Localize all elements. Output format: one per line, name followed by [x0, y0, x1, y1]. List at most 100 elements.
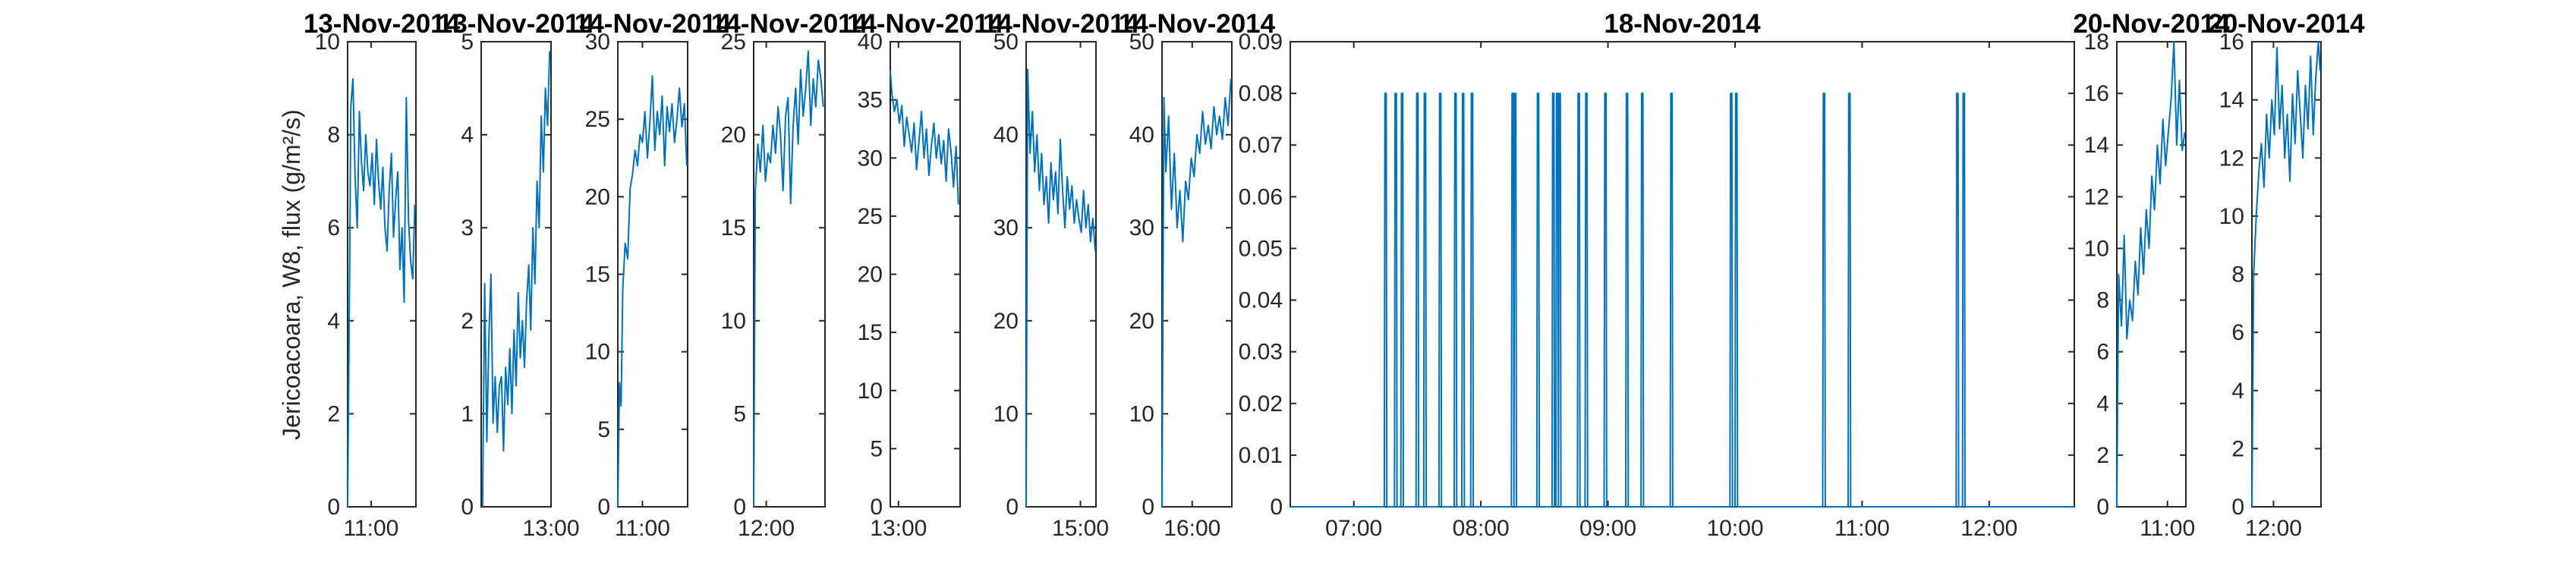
panel-9-y-tick-label: 6	[2096, 340, 2109, 365]
panel-2-y-tick-label: 3	[461, 215, 474, 240]
panel-1-y-tick-label: 2	[327, 401, 340, 426]
panel-2-flux-series	[481, 51, 551, 508]
panel-10-y-tick-label: 14	[2219, 88, 2244, 113]
panel-9-y-tick-label: 18	[2084, 30, 2109, 55]
panel-3-x-tick-label: 11:00	[615, 516, 670, 541]
panel-1-flux-series	[347, 78, 416, 508]
panel-5-y-tick-label: 15	[858, 320, 883, 345]
panel-8-y-tick-label: 0	[1270, 495, 1283, 520]
panel-3-y-tick-label: 0	[597, 495, 610, 520]
panel-10-y-tick-label: 6	[2231, 320, 2244, 345]
panel-1-title: 13-Nov-2014	[304, 9, 461, 39]
panel-4-y-tick-label: 0	[733, 495, 746, 520]
panel-7-y-tick-label: 30	[1129, 215, 1154, 240]
panel-4-y-tick-label: 20	[721, 123, 746, 148]
panel-5-y-tick-label: 35	[858, 88, 883, 113]
panel-2-y-tick-label: 2	[461, 309, 474, 334]
panel-1-y-tick-label: 10	[315, 30, 340, 55]
panel-2-y-tick-label: 1	[461, 401, 474, 426]
panel-4-flux-series	[753, 50, 824, 508]
panel-5-flux-series	[890, 71, 959, 205]
panel-6-axes-box	[1025, 41, 1097, 508]
panel-10-y-tick-label: 8	[2231, 262, 2244, 288]
panel-1-y-tick-label: 6	[327, 215, 340, 240]
panel-8-x-tick-label: 08:00	[1453, 516, 1510, 541]
panel-7-y-tick-label: 40	[1129, 123, 1154, 148]
panel-9-y-tick-label: 2	[2096, 443, 2109, 468]
panel-1-y-tick-label: 8	[327, 123, 340, 148]
panel-9-y-tick-label: 10	[2084, 236, 2109, 261]
panel-9-flux-series	[2116, 41, 2186, 508]
panel-1-x-tick-label: 11:00	[344, 516, 399, 541]
panel-6-y-tick-label: 0	[1006, 495, 1019, 520]
panel-9-title: 20-Nov-2014	[2073, 9, 2230, 39]
panel-8-x-tick-label: 10:00	[1706, 516, 1763, 541]
panel-9-y-tick-label: 16	[2084, 81, 2109, 106]
panel-10-flux-series	[2251, 41, 2321, 508]
panel-8-x-tick-label: 09:00	[1579, 516, 1636, 541]
panel-6-y-tick-label: 20	[994, 309, 1019, 334]
panel-3-y-tick-label: 10	[585, 340, 610, 365]
panel-6-title: 14-Nov-2014	[983, 9, 1140, 39]
panel-9-x-tick-label: 11:00	[2140, 516, 2195, 541]
panel-6-y-tick-label: 30	[994, 215, 1019, 240]
panel-9-axes-box	[2116, 41, 2187, 508]
panel-3-y-tick-label: 5	[597, 417, 610, 442]
panel-4-x-tick-label: 12:00	[738, 516, 795, 541]
panel-5-y-tick-label: 0	[870, 495, 883, 520]
panel-8-y-tick-label: 0.07	[1239, 133, 1283, 158]
panel-8-title: 18-Nov-2014	[1604, 9, 1761, 39]
panel-8-y-tick-label: 0.01	[1239, 443, 1283, 468]
panel-7-y-tick-label: 10	[1129, 401, 1154, 426]
panel-8-y-tick-label: 0.03	[1239, 340, 1283, 365]
panel-5-y-tick-label: 20	[858, 262, 883, 288]
panel-10-y-tick-label: 12	[2219, 146, 2244, 171]
panel-4-title: 14-Nov-2014	[711, 9, 868, 39]
panel-3-y-tick-label: 30	[585, 30, 610, 55]
panel-5-y-tick-label: 5	[870, 436, 883, 461]
panel-2-x-tick-label: 13:00	[522, 516, 579, 541]
panel-10-y-tick-label: 10	[2219, 204, 2244, 229]
panel-5-title: 14-Nov-2014	[847, 9, 1004, 39]
panel-2-title: 13-Nov-2014	[438, 9, 595, 39]
panel-1-y-tick-label: 4	[327, 309, 340, 334]
panel-3-flux-series	[617, 75, 688, 508]
panel-8-y-tick-label: 0.05	[1239, 236, 1283, 261]
panel-1-y-tick-label: 0	[327, 495, 340, 520]
panel-10-x-tick-label: 12:00	[2245, 516, 2302, 541]
panel-1-axes-box	[347, 41, 417, 508]
panel-9-y-tick-label: 12	[2084, 184, 2109, 209]
panel-8-x-tick-label: 11:00	[1834, 516, 1890, 541]
panel-4-y-tick-label: 15	[721, 215, 746, 240]
panel-10-y-tick-label: 0	[2231, 495, 2244, 520]
panel-5-x-tick-label: 13:00	[870, 516, 927, 541]
panel-5-y-tick-label: 40	[858, 30, 883, 55]
panel-7-y-tick-label: 20	[1129, 309, 1154, 334]
panel-10-title: 20-Nov-2014	[2208, 9, 2365, 39]
panel-3-y-tick-label: 15	[585, 262, 610, 288]
panel-8-x-tick-label: 12:00	[1960, 516, 2017, 541]
panel-8-x-tick-label: 07:00	[1325, 516, 1382, 541]
panel-8-y-tick-label: 0.04	[1239, 288, 1283, 313]
panel-10-axes-box	[2251, 41, 2322, 508]
panel-2-y-tick-label: 5	[461, 30, 474, 55]
panel-6-flux-series	[1025, 68, 1096, 508]
panel-10-y-tick-label: 16	[2219, 30, 2244, 55]
panel-4-axes-box	[753, 41, 826, 508]
panel-9-y-tick-label: 8	[2096, 288, 2109, 313]
panel-5-y-tick-label: 25	[858, 204, 883, 229]
panel-7-y-tick-label: 50	[1129, 30, 1154, 55]
panel-2-y-tick-label: 4	[461, 123, 474, 148]
panel-4-y-tick-label: 5	[733, 401, 746, 426]
panel-8-y-tick-label: 0.06	[1239, 184, 1283, 209]
panel-7-title: 14-Nov-2014	[1119, 9, 1276, 39]
panel-6-y-tick-label: 40	[994, 123, 1019, 148]
panel-2-axes-box	[480, 41, 552, 508]
panel-6-y-tick-label: 50	[994, 30, 1019, 55]
panel-7-axes-box	[1161, 41, 1233, 508]
panel-7-y-tick-label: 0	[1142, 495, 1154, 520]
panel-9-y-tick-label: 14	[2084, 133, 2109, 158]
panel-10-y-tick-label: 2	[2231, 436, 2244, 461]
panel-5-y-tick-label: 10	[858, 379, 883, 404]
